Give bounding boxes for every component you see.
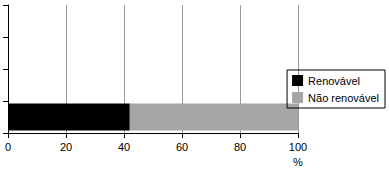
svg-text:0: 0 xyxy=(5,141,11,153)
svg-text:80: 80 xyxy=(234,141,246,153)
svg-text:100: 100 xyxy=(289,141,307,153)
svg-text:%: % xyxy=(293,156,303,168)
svg-text:20: 20 xyxy=(60,141,72,153)
svg-text:40: 40 xyxy=(118,141,130,153)
svg-text:60: 60 xyxy=(176,141,188,153)
svg-text:Não renovável: Não renovável xyxy=(308,92,379,104)
svg-text:Renovável: Renovável xyxy=(308,75,360,87)
